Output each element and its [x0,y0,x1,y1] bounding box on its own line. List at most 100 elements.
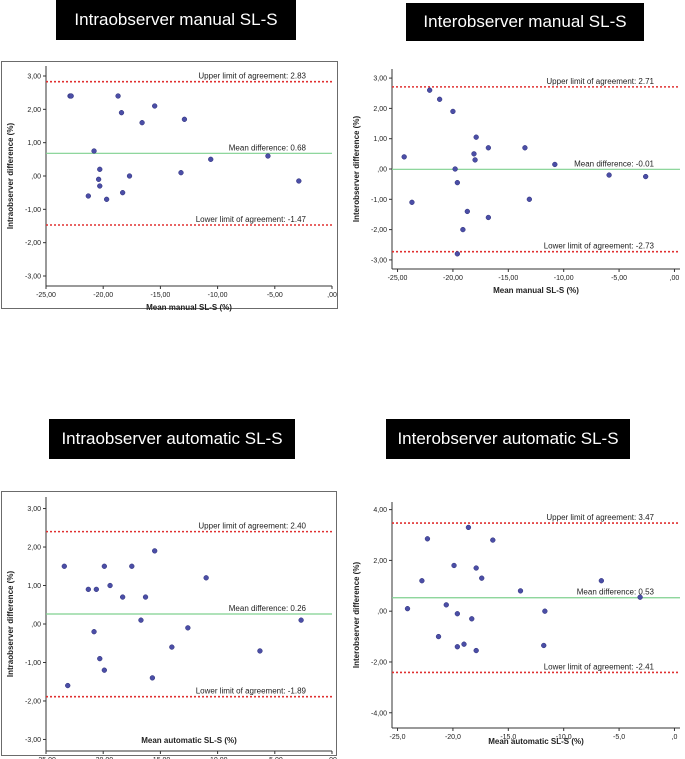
data-point [97,183,103,189]
y-tick-label: 1,00 [27,583,41,590]
data-point [91,148,97,154]
data-point [119,594,126,600]
data-point [526,196,533,202]
x-tick-label: -25,00 [36,757,56,759]
y-tick-label: 3,00 [373,76,387,83]
chart-frame-intra-automatic [1,491,337,756]
data-point [472,157,478,163]
y-tick-label: 3,00 [27,74,41,81]
data-point [178,170,184,176]
data-point [119,190,126,196]
y-tick-label: -1,00 [371,197,387,204]
data-point [138,617,144,623]
data-point [91,629,97,635]
data-point [129,563,135,569]
y-tick-label: ,00 [31,174,41,181]
data-point [401,154,407,160]
data-point [465,524,472,531]
y-axis-label: Intraobserver difference (%) [6,571,15,678]
y-axis-label: Interobserver difference (%) [352,562,361,669]
x-tick-label: -5,0 [613,734,625,741]
x-tick-label: -25,00 [388,275,408,282]
data-point [461,641,467,647]
data-point [97,166,103,172]
y-tick-label: ,00 [31,622,41,629]
y-tick-label: ,00 [377,609,387,616]
data-point [454,179,461,186]
x-tick-label: -10,0 [556,734,572,741]
data-point [65,682,71,689]
data-point [152,548,158,554]
data-point [606,172,612,178]
x-tick-label: -15,0 [500,734,516,741]
reference-line-label: Upper limit of agreement: 2.40 [198,522,306,531]
data-point [454,611,461,617]
data-point [101,563,107,569]
data-point [435,633,442,640]
data-point [126,173,133,179]
x-tick-label: -15,00 [150,292,170,299]
y-tick-label: 2,00 [27,545,41,552]
reference-line-label: Lower limit of agreement: -2.41 [544,662,655,671]
x-tick-label: -20,00 [93,292,113,299]
data-point [522,145,528,151]
data-point [469,616,475,622]
data-point [460,226,466,233]
data-point [107,582,113,589]
y-tick-label: 2,00 [373,106,387,113]
data-point [454,644,461,650]
data-point [424,536,431,542]
data-point [115,93,121,99]
panel-title-intra-automatic: Intraobserver automatic SL-S [49,419,295,459]
x-axis-label: Mean manual SL-S (%) [146,303,232,312]
data-point [152,103,158,109]
data-point [61,563,67,569]
y-tick-label: 1,00 [27,140,41,147]
data-point [103,196,110,202]
data-point [443,602,449,608]
y-tick-label: -3,00 [25,737,41,744]
data-point [541,642,547,649]
data-point [452,166,458,172]
data-point [552,161,558,168]
y-tick-label: -2,00 [25,698,41,705]
data-point [471,151,477,157]
data-point [479,575,485,581]
y-tick-label: -4,00 [371,710,387,717]
x-tick-label: -5,00 [267,757,283,759]
y-tick-label: 2,00 [27,107,41,114]
x-tick-label: -10,00 [208,757,228,759]
x-tick-label: ,00 [327,292,337,299]
chart-frame-intra-manual [1,61,338,309]
reference-line-label: Upper limit of agreement: 2.71 [546,77,654,86]
data-point [265,153,271,159]
data-point [203,575,209,581]
y-tick-label: 4,00 [373,507,387,514]
data-point [118,110,125,116]
y-tick-label: -3,00 [25,274,41,281]
data-point [436,96,443,102]
y-tick-label: 3,00 [27,506,41,513]
reference-line-label: Mean difference: 0.68 [229,143,307,152]
data-point [139,120,145,126]
data-point [208,156,214,162]
data-point [101,667,107,673]
data-point [257,648,263,654]
x-tick-label: -20,0 [445,734,461,741]
y-tick-label: -2,00 [371,227,387,234]
reference-line-label: Lower limit of agreement: -1.89 [196,687,307,696]
panel-title-inter-manual: Interobserver manual SL-S [406,3,644,41]
data-point [473,647,479,654]
x-tick-label: -15,00 [498,275,518,282]
data-point [85,193,91,199]
data-point [296,178,302,184]
x-axis-label: Mean manual SL-S (%) [493,286,579,295]
data-point [542,608,548,614]
x-axis-label: Mean automatic SL-S (%) [488,737,584,746]
x-tick-label: -10,00 [554,275,574,282]
data-point [485,145,492,151]
reference-line-label: Mean difference: 0.26 [229,604,307,613]
